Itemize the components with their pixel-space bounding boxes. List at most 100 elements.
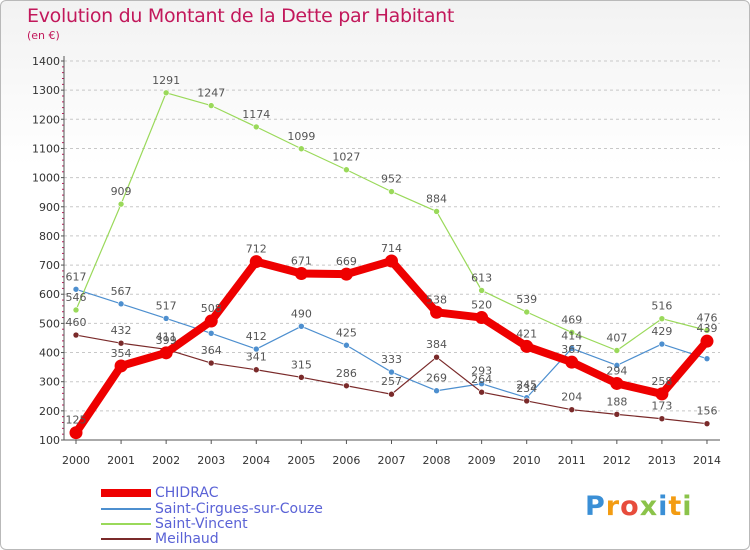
data-point [388,390,395,398]
x-tick-label: 2014 [693,454,721,467]
data-label: 1174 [242,108,270,121]
data-label: 508 [201,302,222,315]
x-tick-label: 2001 [107,454,135,467]
data-point [478,287,485,294]
data-point [475,311,489,325]
y-tick-label: 1300 [32,84,60,97]
data-point [433,387,440,395]
data-point [252,345,260,353]
data-label: 204 [561,391,582,404]
data-label: 539 [516,293,537,306]
y-tick-label: 300 [39,376,60,389]
data-label: 399 [156,334,177,347]
data-label: 714 [381,242,402,255]
data-point [162,315,170,322]
logo-letter: P [585,491,606,522]
data-label: 909 [111,185,132,198]
y-tick-label: 400 [39,347,60,360]
proxiti-logo: Proxiti [585,491,693,522]
data-point [207,102,215,109]
data-label: 520 [471,299,492,312]
data-label: 364 [201,344,222,357]
x-tick-label: 2012 [603,454,631,467]
y-tick-label: 1100 [32,142,60,155]
logo-letter: i [682,491,693,522]
data-point [613,362,621,369]
data-label: 315 [291,358,312,371]
data-point [568,406,576,413]
data-label: 294 [606,364,627,377]
logo-letter: o [620,491,640,522]
y-tick-label: 700 [39,259,60,272]
data-label: 412 [246,330,267,343]
data-point [703,327,711,334]
legend-label: Saint-Vincent [155,516,248,532]
data-label: 125 [66,414,87,427]
data-point [655,387,669,401]
data-label: 367 [561,343,582,356]
x-tick-label: 2004 [242,454,270,467]
data-point [72,331,80,339]
data-label: 421 [516,327,537,340]
data-label: 1291 [152,74,180,87]
data-point [162,89,170,97]
data-label: 567 [111,285,132,298]
data-point [388,368,395,376]
data-point [117,200,125,208]
legend-label: CHIDRAC [155,485,219,501]
data-label: 245 [516,379,537,392]
data-point [565,355,579,369]
y-tick-label: 800 [39,230,60,243]
data-label: 439 [696,322,717,335]
legend-item-meilhaud: Meilhaud [101,531,401,547]
data-point [298,374,305,381]
data-point [568,329,576,336]
legend-swatch [101,523,151,525]
data-label: 257 [381,375,402,388]
data-point [703,420,711,427]
data-point [298,145,305,153]
legend-label: Saint-Cirgues-sur-Couze [155,501,323,517]
chart-title: Evolution du Montant de la Dette par Hab… [27,5,455,27]
data-point [294,267,308,281]
logo-letter: i [658,491,669,522]
data-label: 188 [606,395,627,408]
y-tick-label: 1200 [32,113,60,126]
y-tick-label: 1400 [32,55,60,68]
x-tick-label: 2007 [377,454,405,467]
data-point [207,329,215,337]
legend-item-saint-vincent: Saint-Vincent [101,516,401,532]
data-point [613,411,621,418]
data-point [430,305,444,319]
data-label: 432 [111,324,132,337]
data-point [610,376,624,390]
legend-label: Meilhaud [155,531,219,547]
data-point [700,334,714,348]
data-label: 384 [426,338,447,351]
data-label: 234 [516,382,537,395]
data-point [249,255,263,269]
data-point [613,347,621,354]
y-axis-unit: (en €) [27,29,60,42]
data-label: 669 [336,255,357,268]
data-point [478,388,485,396]
data-label: 264 [471,373,492,386]
data-label: 546 [66,291,87,304]
data-point [72,285,80,293]
data-point [207,359,215,367]
y-tick-label: 100 [39,434,60,447]
data-point [658,340,666,348]
data-label: 414 [561,329,582,342]
data-label: 293 [471,365,492,378]
logo-letter: r [605,491,621,522]
data-label: 411 [156,330,177,343]
data-point [252,123,260,131]
legend-item-chidrac: CHIDRAC [101,485,401,501]
data-point [658,415,666,423]
x-tick-label: 2013 [648,454,676,467]
data-point [384,254,398,268]
data-label: 538 [426,293,447,306]
data-point [433,353,440,361]
data-label: 354 [111,347,132,360]
